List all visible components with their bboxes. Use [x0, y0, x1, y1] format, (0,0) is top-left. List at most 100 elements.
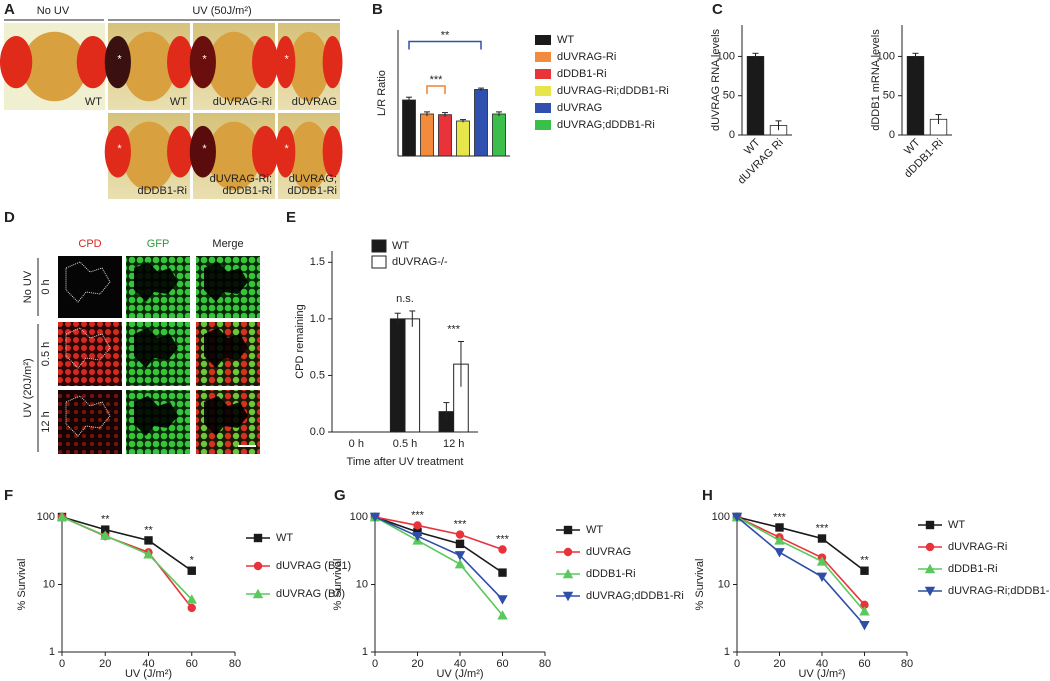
header: UV (50J/m²) [192, 5, 251, 17]
y-tick-label: 100 [717, 50, 735, 62]
series-line [374, 516, 503, 574]
marker [187, 603, 196, 613]
marker [731, 512, 743, 523]
marker [413, 521, 422, 530]
significance-label: ** [144, 524, 153, 536]
marker [143, 549, 154, 559]
legend-swatch [535, 35, 551, 45]
panel-letter: H [702, 487, 713, 504]
time-label: 0 h [40, 279, 52, 294]
x-tick-label: 40 [454, 658, 466, 670]
x-tick-label: 0 [59, 658, 65, 670]
panel-letter: G [334, 487, 346, 504]
clone-region [134, 396, 178, 436]
legend-label: dUVRAG [557, 102, 602, 114]
micrograph [58, 256, 122, 318]
bar [906, 56, 925, 136]
legend-label: dUVRAG (B7) [276, 588, 345, 600]
marker [924, 563, 936, 574]
error-bar [424, 111, 430, 117]
marker [412, 531, 423, 542]
lesion-mark: * [202, 53, 207, 65]
y-axis-label: CPD remaining [294, 304, 306, 379]
error-bar [460, 119, 466, 123]
clone-region [134, 262, 178, 302]
x-tick-label: 0 h [349, 438, 364, 450]
genotype-label: dUVRAG; [289, 173, 337, 185]
series-line [736, 516, 865, 572]
y-tick-label: 1 [724, 646, 730, 658]
legend-swatch [535, 86, 551, 96]
genotype-label: dUVRAG [292, 96, 337, 108]
marker [497, 595, 508, 605]
error-bar [409, 310, 416, 327]
panel-letter: B [372, 1, 383, 18]
lesion-mark: * [117, 53, 122, 65]
fly-head [122, 121, 176, 191]
marker [498, 568, 507, 577]
column-label: GFP [147, 238, 170, 250]
genotype-label: dUVRAG-Ri; [210, 173, 272, 185]
marker [562, 568, 574, 579]
x-tick-label: 20 [411, 658, 423, 670]
panel-letter: C [712, 1, 723, 18]
x-tick-label: 60 [858, 658, 870, 670]
header: No UV [37, 5, 70, 17]
time-label: 0.5 h [40, 342, 52, 366]
significance-label: *** [773, 511, 787, 523]
fly-head [289, 31, 329, 102]
fly-eye [104, 125, 131, 178]
significance-bracket [426, 85, 446, 94]
x-tick-label: 40 [142, 658, 154, 670]
error-bar [496, 111, 502, 117]
fly-eye [252, 125, 279, 178]
legend-swatch [535, 69, 551, 79]
y-tick-label: 0 [729, 129, 735, 141]
clone-region [204, 328, 248, 368]
y-tick-label: 100 [712, 511, 730, 523]
x-tick-label: 20 [773, 658, 785, 670]
marker [454, 551, 466, 561]
y-tick-label: 10 [43, 578, 55, 590]
x-tick-label: 0 [734, 658, 740, 670]
marker [562, 591, 574, 602]
panel-letter: E [286, 209, 296, 226]
legend-label: dUVRAG-Ri;dDDB1-Ri [557, 85, 669, 97]
legend-label: WT [586, 524, 603, 536]
series-line [374, 516, 504, 616]
y-axis-label: L/R Ratio [376, 70, 388, 116]
x-tick-label: 60 [496, 658, 508, 670]
x-tick-label: 12 h [443, 438, 464, 450]
significance-bracket [408, 40, 482, 50]
bar [389, 318, 406, 433]
series-line [736, 516, 866, 606]
legend-label: dDDB1-Ri [586, 568, 636, 580]
marker [498, 545, 507, 554]
fly-eye [275, 125, 296, 178]
significance-label: n.s. [396, 293, 414, 305]
x-tick-label: 20 [99, 658, 111, 670]
fly-eye [252, 36, 279, 89]
series-line [736, 516, 866, 626]
time-label: 12 h [40, 411, 52, 432]
fly-head [207, 31, 261, 102]
legend-label: dDDB1-Ri [557, 68, 607, 80]
x-tick-label: 60 [186, 658, 198, 670]
marker [563, 525, 573, 535]
lesion-mark: * [117, 143, 122, 155]
significance-label: ** [860, 555, 869, 567]
genotype-label: dDDB1-Ri [137, 185, 187, 197]
x-tick-label: 80 [539, 658, 551, 670]
error-bar [935, 114, 942, 124]
fly-head [207, 121, 261, 191]
fly-eye [76, 36, 110, 89]
error-bar [442, 112, 448, 117]
legend-label: dUVRAG-Ri [948, 541, 1007, 553]
legend-swatch [371, 255, 387, 269]
legend-label: dUVRAG [586, 546, 631, 558]
panel-letter: D [4, 209, 15, 226]
marker [859, 606, 870, 616]
marker [816, 572, 828, 583]
y-tick-label: 10 [718, 578, 730, 590]
legend-label: dUVRAG;dDDB1-Ri [586, 590, 684, 602]
